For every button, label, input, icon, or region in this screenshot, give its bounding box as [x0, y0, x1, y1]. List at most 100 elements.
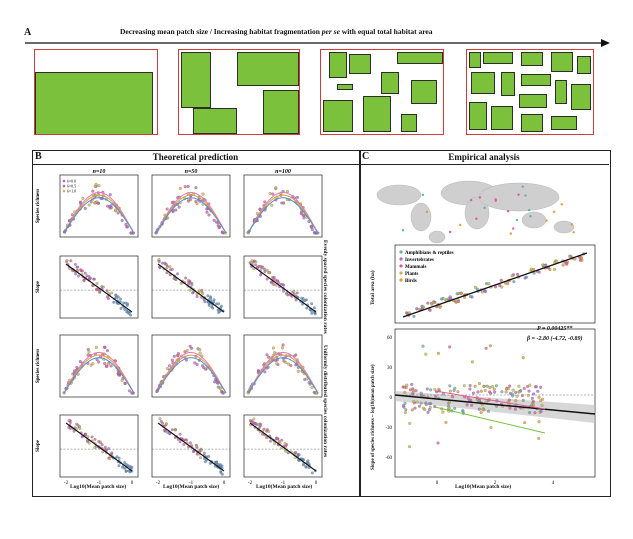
scatter-point: [191, 291, 194, 295]
scatter-point: [117, 464, 121, 468]
panel-b-xlabel-3: Log10(Mean patch size): [256, 484, 313, 490]
x-tick-label: 0: [436, 481, 439, 486]
scatter-point: [76, 265, 80, 269]
legend-label: Amphibians & reptiles: [405, 251, 454, 256]
scatter-point: [479, 411, 483, 415]
scatter-point: [89, 200, 93, 204]
scatter-point: [185, 349, 189, 353]
fitted-curve: [155, 357, 227, 394]
scatter-point: [275, 437, 279, 441]
scatter-point: [287, 362, 291, 366]
scatter-point: [299, 210, 303, 214]
legend-marker: [62, 179, 66, 183]
scatter-point: [427, 408, 431, 412]
subplot-frame: [243, 174, 323, 238]
col-title: n=100: [275, 169, 291, 175]
scatter-point: [273, 351, 277, 355]
y-tick-label: 60: [387, 336, 393, 341]
habitat-patch: [521, 114, 543, 132]
scatter-point: [294, 451, 298, 454]
scatter-point: [106, 204, 110, 208]
scatter-point: [280, 438, 284, 442]
scatter-point: [198, 351, 202, 355]
scatter-point: [203, 460, 207, 464]
continent-shape: [464, 196, 490, 230]
legend-marker: [399, 278, 403, 282]
scatter-point: [214, 220, 218, 224]
scatter-point: [511, 388, 515, 392]
scatter-point: [201, 192, 205, 196]
scatter-point: [165, 263, 168, 266]
y-axis-label: Slope: [36, 439, 41, 451]
scatter-point: [169, 268, 172, 272]
scatter-point: [96, 201, 100, 205]
fitted-curve: [63, 354, 135, 394]
scatter-point: [415, 400, 419, 404]
scatter-point: [513, 407, 517, 411]
scatter-point: [78, 424, 81, 428]
scatter-point: [457, 299, 461, 303]
study-site-point: [425, 210, 429, 214]
scatter-point: [455, 292, 459, 296]
scatter-point: [83, 271, 87, 275]
scatter-point: [164, 422, 168, 426]
scatter-point: [489, 391, 493, 395]
habitat-patch: [469, 52, 481, 68]
scatter-point: [125, 463, 128, 466]
scatter-point: [174, 278, 178, 282]
scatter-point: [523, 276, 527, 280]
scatter-point: [561, 263, 565, 267]
habitat-patch: [263, 90, 299, 134]
scatter-point: [419, 391, 423, 395]
continent-shape: [410, 202, 432, 232]
panel-b-plots: n=10 n=50 n=100 Species richness Slope Specie…: [36, 169, 323, 486]
habitat-patch: [551, 116, 577, 130]
x-tick-label: -1: [189, 481, 194, 486]
scatter-point: [284, 449, 288, 453]
habitat-patch: [181, 52, 211, 108]
scatter-point: [289, 363, 293, 367]
panel-c-stat-beta: β = -2.80 (-4.72, -0.89): [527, 336, 583, 342]
scatter-point: [65, 259, 69, 262]
scatter-point: [403, 390, 407, 394]
scatter-point: [429, 388, 433, 392]
scatter-point: [540, 403, 544, 407]
scatter-point: [302, 216, 306, 220]
scatter-point: [578, 258, 582, 262]
scatter-point: [74, 272, 78, 276]
panel-c-xlabel: Log10(Mean patch size): [455, 484, 512, 490]
scatter-point: [77, 274, 80, 278]
scatter-point: [109, 364, 113, 368]
panel-c-title: Empirical analysis: [448, 152, 520, 162]
scatter-point: [94, 287, 98, 291]
panel-a-title-italic: per se: [321, 27, 340, 36]
x-tick-label: -1: [281, 481, 286, 486]
scatter-point: [159, 420, 163, 423]
panel-a-title-part2: with equal total habitat area: [339, 27, 433, 36]
scatter-point: [216, 463, 220, 466]
scatter-point: [537, 270, 541, 274]
scatter-point: [515, 394, 519, 398]
scatter-point: [448, 389, 452, 393]
scatter-point: [161, 261, 164, 265]
study-site-point: [527, 208, 531, 212]
scatter-point: [265, 277, 269, 281]
scatter-point: [265, 268, 269, 272]
fitted-curve: [247, 357, 319, 394]
scatter-point: [514, 390, 518, 394]
scatter-point: [262, 427, 266, 431]
study-site-point: [517, 193, 520, 196]
legend-label: δ=0.0: [67, 179, 76, 184]
scatter-point: [129, 231, 133, 235]
panel-b-title: Theoretical prediction: [152, 152, 239, 162]
scatter-point: [98, 290, 102, 294]
scatter-point: [208, 295, 212, 299]
study-site-point: [560, 203, 563, 206]
scatter-point: [523, 421, 527, 425]
scatter-point: [259, 264, 263, 268]
scatter-point: [274, 186, 278, 190]
x-tick-label: -2: [156, 481, 161, 486]
scatter-point: [305, 306, 309, 310]
scatter-point: [516, 272, 520, 276]
scatter-point: [411, 388, 415, 392]
